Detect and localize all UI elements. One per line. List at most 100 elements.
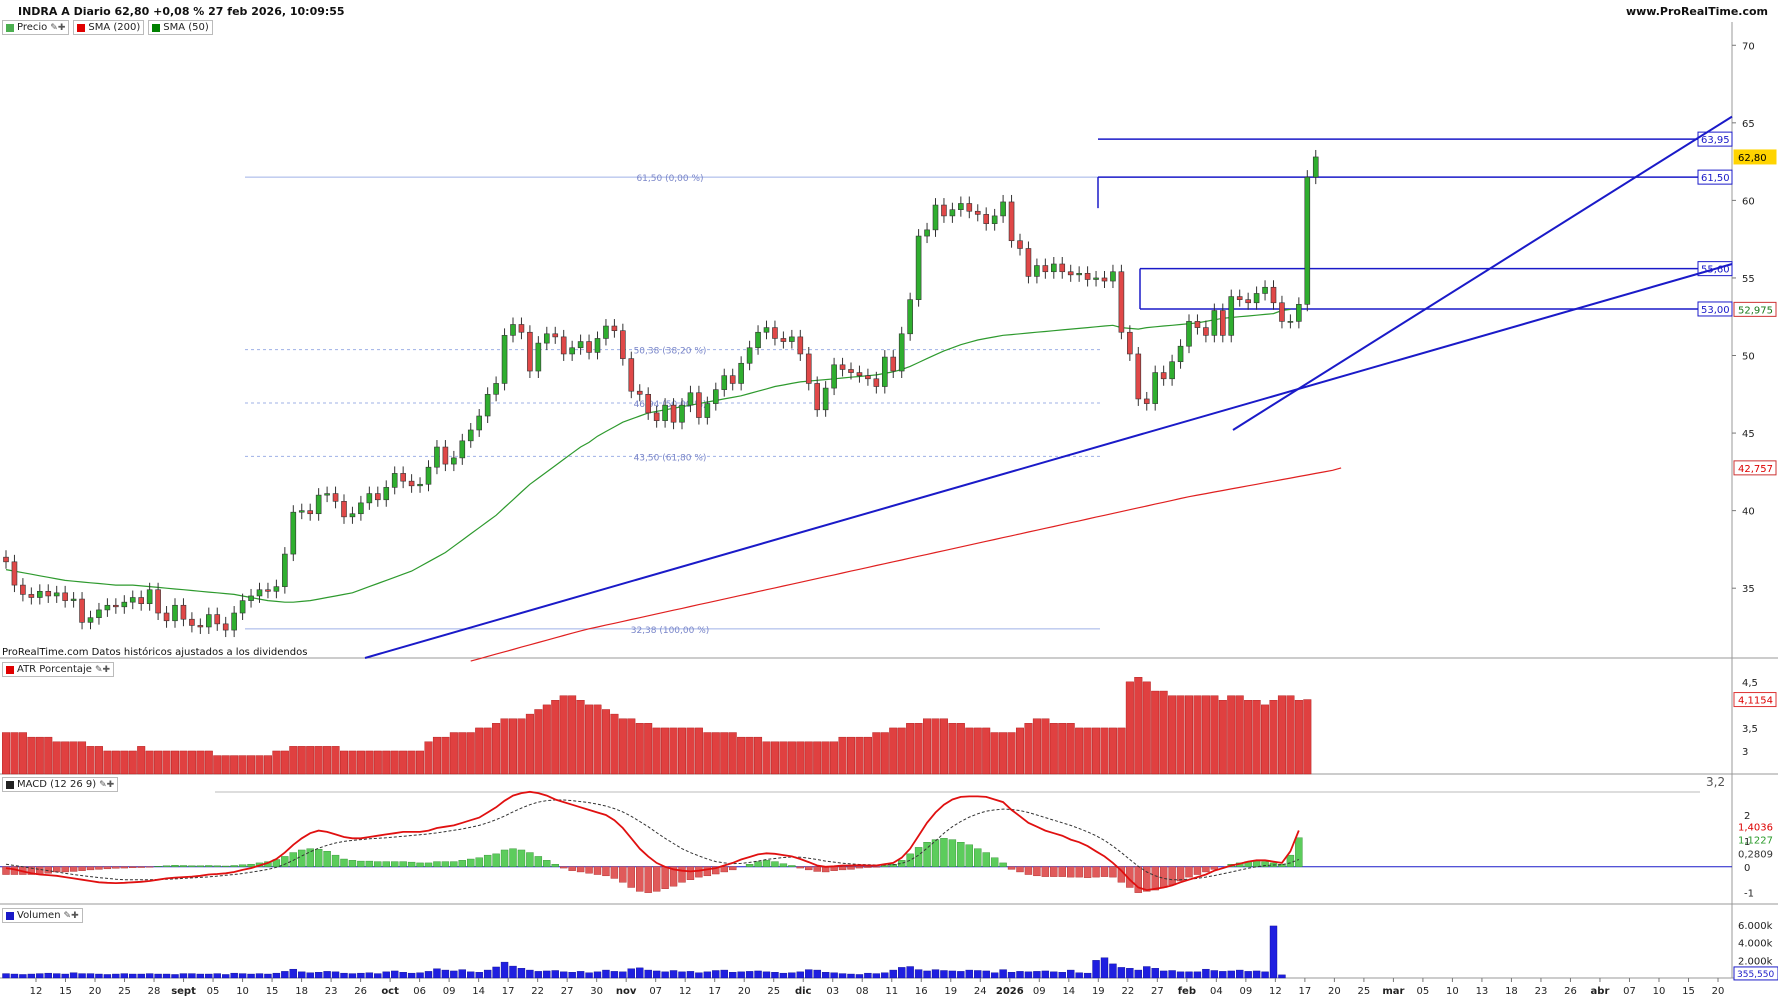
- volume-bar: [1075, 972, 1083, 979]
- last-price-tag-box: [1733, 149, 1777, 165]
- volume-bar: [923, 970, 931, 979]
- volume-bar: [1151, 968, 1159, 979]
- macd-histogram-bar: [1168, 866, 1176, 886]
- legend-price[interactable]: Precio ✎✚: [2, 20, 70, 35]
- trendline-long: [364, 263, 1733, 659]
- volume-tick-label: 2.000k: [1738, 956, 1773, 967]
- macd-legend: MACD (12 26 9) ✎✚: [2, 777, 119, 792]
- candle-body: [96, 609, 102, 618]
- macd-histogram-bar: [872, 866, 881, 868]
- macd-histogram-bar: [593, 866, 602, 875]
- volume-bar: [560, 971, 568, 979]
- atr-bar: [863, 736, 872, 775]
- volume-bar: [281, 971, 289, 979]
- legend-sma50[interactable]: SMA (50): [148, 20, 213, 35]
- macd-histogram-bar: [112, 866, 120, 869]
- x-tick-label: 19: [1092, 986, 1105, 997]
- candle-body: [36, 590, 43, 598]
- candle-body: [763, 327, 770, 333]
- volume-bar: [729, 972, 737, 979]
- volume-bar: [796, 971, 804, 979]
- atr-bar: [213, 755, 222, 775]
- macd-histogram-bar: [205, 865, 213, 867]
- candle-body: [493, 383, 499, 395]
- macd-histogram-bar: [374, 861, 382, 867]
- volume-bar: [1024, 971, 1033, 979]
- macd-histogram-bar: [230, 865, 238, 867]
- level-label: 63,95: [1701, 135, 1730, 146]
- candle-body: [374, 493, 381, 501]
- atr-bar: [1041, 718, 1050, 775]
- brand-link[interactable]: www.ProRealTime.com: [1625, 5, 1768, 18]
- legend-atr[interactable]: ATR Porcentaje ✎✚: [2, 662, 115, 677]
- macd-histogram-bar: [221, 865, 230, 867]
- macd-line: [5, 790, 1300, 892]
- atr-bar: [407, 750, 416, 775]
- atr-bar: [830, 741, 839, 775]
- atr-bar: [787, 741, 796, 775]
- macd-histogram-bar: [678, 866, 686, 883]
- x-tick-label: 05: [207, 986, 220, 997]
- atr-bar: [728, 732, 737, 775]
- macd-histogram-bar: [1083, 866, 1092, 878]
- wrench-icon[interactable]: ✎✚: [99, 779, 115, 790]
- candle-body: [189, 618, 195, 626]
- volume-bar: [847, 973, 855, 979]
- macd-value-label: 1,4036: [1738, 823, 1773, 834]
- candle-body: [1304, 176, 1311, 305]
- x-tick-label: nov: [616, 986, 637, 997]
- volume-bar: [965, 969, 973, 979]
- candle-body: [907, 299, 913, 335]
- atr-bar: [956, 723, 965, 775]
- atr-bar: [821, 741, 830, 775]
- legend-sma200[interactable]: SMA (200): [73, 20, 145, 35]
- volume-bar: [382, 971, 390, 979]
- candle-body: [865, 375, 871, 380]
- candle-body: [1296, 304, 1302, 322]
- x-tick-label: 10: [236, 986, 249, 997]
- macd-histogram-bar: [703, 866, 712, 877]
- atr-bar: [669, 727, 678, 775]
- atr-bar: [255, 755, 264, 775]
- wrench-icon[interactable]: ✎✚: [50, 22, 66, 33]
- macd-histogram-bar: [450, 861, 458, 867]
- wrench-icon[interactable]: ✎✚: [63, 910, 79, 921]
- legend-macd[interactable]: MACD (12 26 9) ✎✚: [2, 777, 119, 792]
- atr-bar: [145, 750, 154, 775]
- macd-histogram-bar: [543, 860, 551, 867]
- volume-bar: [331, 971, 340, 979]
- atr-bar: [441, 736, 450, 775]
- x-tick-label: 20: [89, 986, 102, 997]
- candle-body: [974, 210, 981, 215]
- volume-bar: [1109, 963, 1117, 979]
- volume-bar: [120, 973, 129, 979]
- macd-histogram-bar: [340, 858, 348, 867]
- atr-bar: [1024, 723, 1033, 775]
- atr-bar: [272, 750, 281, 775]
- volume-bar: [948, 970, 957, 979]
- atr-bar: [179, 750, 188, 775]
- x-tick-label: 25: [1358, 986, 1371, 997]
- candle-body: [645, 393, 652, 414]
- volume-bar: [1278, 974, 1286, 979]
- volume-bar: [585, 972, 593, 979]
- volume-bar: [543, 970, 551, 979]
- wrench-icon[interactable]: ✎✚: [94, 664, 111, 675]
- candle-body: [391, 473, 398, 488]
- volume-bar: [551, 970, 559, 979]
- atr-value-box: [1733, 692, 1777, 708]
- macd-histogram-bar: [69, 866, 78, 872]
- x-tick-label: 15: [59, 986, 72, 997]
- legend-volume[interactable]: Volumen ✎✚: [2, 908, 83, 923]
- candle-body: [28, 594, 35, 598]
- atr-bar: [745, 736, 754, 775]
- level-box: [1697, 169, 1733, 185]
- candle-body: [729, 375, 736, 384]
- volume-bar: [357, 972, 365, 979]
- x-tick-label: oct: [381, 986, 399, 997]
- x-tick-label: 28: [148, 986, 161, 997]
- x-tick-label: 11: [885, 986, 898, 997]
- volume-bar: [10, 973, 19, 979]
- candle-body: [231, 612, 237, 631]
